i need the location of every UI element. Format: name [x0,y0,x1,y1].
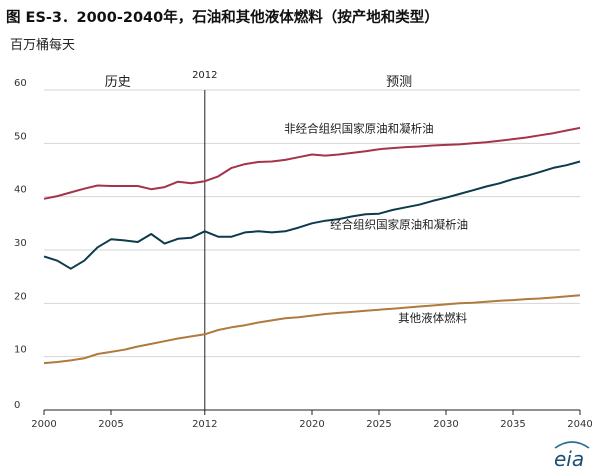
y-tick-label-20: 20 [14,291,27,302]
series-line-2 [43,294,581,365]
y-tick-label-0: 0 [14,400,20,411]
x-tick-label-2035: 2035 [500,419,525,430]
series-label-0: 非经合组织国家原油和凝析油 [284,122,434,136]
chart-title: 图 ES-3．2000-2040年，石油和其他液体燃料（按产地和类型） [6,10,439,26]
period-label-1: 预测 [386,75,412,90]
x-tick-label-2000: 2000 [31,419,56,430]
x-tick-label-2012: 2012 [192,419,217,430]
eia-logo-arc [554,441,590,449]
series-line-0 [43,126,581,200]
unit-label: 百万桶每天 [10,38,76,53]
series-label-1: 经合组织国家原油和凝析油 [330,218,468,232]
x-tick-label-2005: 2005 [98,419,123,430]
x-tick-label-2025: 2025 [366,419,391,430]
series-label-2: 其他液体燃料 [398,311,467,325]
x-tick-label-2030: 2030 [433,419,458,430]
x-tick-label-2040: 2040 [567,419,592,430]
x-tick-label-2020: 2020 [299,419,324,430]
eia-logo-text: eia [554,447,584,470]
y-tick-label-30: 30 [14,238,27,249]
series-line-1 [43,160,581,270]
y-tick-label-10: 10 [14,345,27,356]
period-label-0: 历史 [105,75,131,90]
y-tick-label-50: 50 [14,131,27,142]
divider-label: 2012 [192,70,217,81]
y-tick-label-60: 60 [14,78,27,89]
eia-logo: eia [554,441,590,470]
y-tick-label-40: 40 [14,185,27,196]
